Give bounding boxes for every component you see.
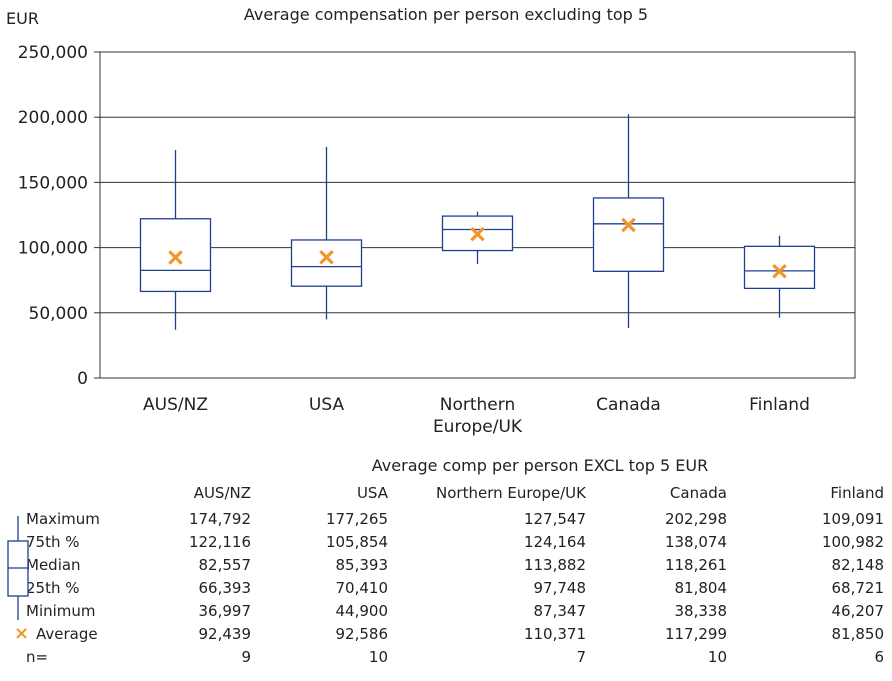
table-column-header: Finland (830, 484, 884, 502)
plot-frame (99, 51, 856, 379)
table-cell: 174,792 (188, 510, 251, 528)
y-tick-label: 150,000 (18, 173, 88, 193)
table-row-label: Median (26, 556, 81, 574)
mean-marker (621, 217, 636, 233)
table-cell: 109,091 (821, 510, 884, 528)
y-tick-label: 0 (77, 369, 88, 389)
x-tick-label: Northern (440, 395, 515, 415)
table-row-label: Maximum (26, 510, 100, 528)
boxplot-chart: Average compensation per person excludin… (6, 5, 856, 437)
table-cell: 105,854 (325, 533, 388, 551)
y-tick-label: 250,000 (18, 43, 88, 63)
table-cell: 92,586 (335, 625, 389, 643)
x-tick-label: AUS/NZ (143, 395, 208, 415)
mean-marker (470, 226, 485, 242)
box-group (441, 211, 514, 265)
iqr-box (290, 239, 363, 287)
box-group (139, 150, 212, 330)
table-row-label: 25th % (26, 579, 80, 597)
table-cell: 100,982 (821, 533, 884, 551)
table-row-label: Minimum (26, 602, 96, 620)
boxplot-legend-icon (7, 516, 29, 620)
table-column-header: USA (356, 484, 388, 502)
table-cell: 127,547 (523, 510, 586, 528)
table-cell: 92,439 (198, 625, 252, 643)
table-cell: 177,265 (325, 510, 388, 528)
box-group (290, 146, 363, 320)
mean-marker (772, 264, 787, 279)
x-tick-label: Canada (596, 395, 661, 415)
table-cell: 81,804 (674, 579, 728, 597)
y-axis-label: EUR (6, 9, 39, 28)
table-cell: 10 (707, 648, 727, 666)
table-cell: 70,410 (335, 579, 389, 597)
table-cell: 82,148 (831, 556, 885, 574)
table-cell: 7 (576, 648, 586, 666)
table-cell: 113,882 (523, 556, 586, 574)
table-cell: 85,393 (335, 556, 389, 574)
mean-marker (319, 250, 334, 265)
table-cell: 97,748 (533, 579, 587, 597)
table-cell: 124,164 (523, 533, 586, 551)
table-cell: 6 (874, 648, 884, 666)
chart-title: Average compensation per person excludin… (244, 5, 648, 24)
y-tick-label: 50,000 (29, 304, 88, 324)
table-cell: 44,900 (335, 602, 389, 620)
table-cell: 66,393 (198, 579, 252, 597)
x-tick-label: USA (309, 395, 345, 415)
table-cell: 46,207 (831, 602, 885, 620)
table-cell: 38,338 (674, 602, 728, 620)
table-cell: 81,850 (831, 625, 885, 643)
table-cell: 10 (368, 648, 388, 666)
mean-marker (168, 250, 183, 265)
table-cell: 122,116 (188, 533, 251, 551)
table-title: Average comp per person EXCL top 5 EUR (371, 456, 709, 475)
table-cell: 138,074 (664, 533, 727, 551)
y-tick-label: 200,000 (18, 108, 88, 128)
table-cell: 202,298 (664, 510, 727, 528)
x-tick-label: Finland (749, 395, 810, 415)
table-cell: 118,261 (664, 556, 727, 574)
table-cell: 110,371 (523, 625, 586, 643)
table-column-header: Canada (669, 484, 727, 502)
iqr-box (743, 245, 816, 290)
table-cell: 68,721 (831, 579, 885, 597)
table-cell: 87,347 (533, 602, 587, 620)
table-cell: 82,557 (198, 556, 252, 574)
table-column-header: AUS/NZ (193, 484, 251, 502)
average-marker-icon: × (14, 623, 30, 644)
iqr-box (592, 197, 665, 272)
iqr-box (139, 218, 212, 293)
table-cell: 9 (241, 648, 251, 666)
table-row-label: n= (26, 648, 49, 666)
table-column-header: Northern Europe/UK (436, 484, 586, 502)
table-row-label: 75th % (26, 533, 80, 551)
table-cell: 36,997 (198, 602, 252, 620)
box-group (592, 114, 665, 329)
table-cell: 117,299 (664, 625, 727, 643)
table-row-label: Average (36, 625, 98, 643)
x-tick-label: Europe/UK (433, 417, 523, 437)
box-group (743, 235, 816, 318)
y-tick-label: 100,000 (18, 239, 88, 259)
